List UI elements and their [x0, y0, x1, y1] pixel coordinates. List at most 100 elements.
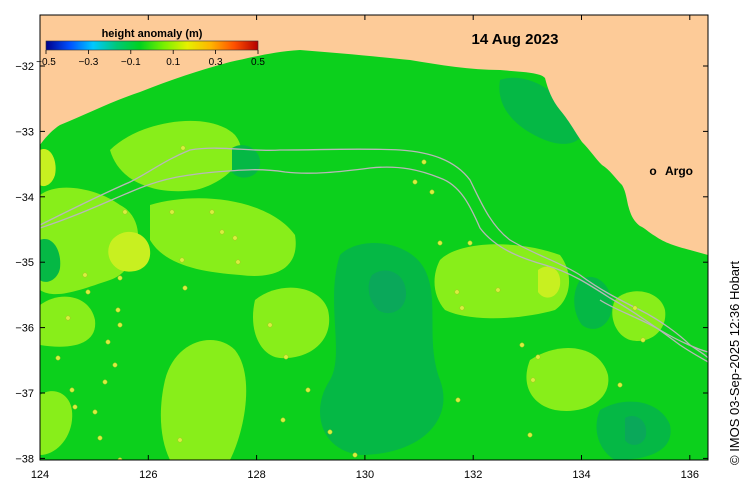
colorbar-bar: [45, 40, 259, 51]
argo-marker: o: [649, 164, 656, 178]
anomaly-patch: [625, 415, 647, 445]
argo-float-dot: [92, 409, 98, 415]
argo-float-dot: [454, 289, 460, 295]
y-tick-label: −37: [15, 388, 34, 400]
x-tick-label: 126: [139, 469, 157, 481]
argo-float-dot: [632, 305, 638, 311]
x-tick-label: 132: [464, 469, 482, 481]
argo-float-dot: [305, 387, 311, 393]
argo-float-dot: [115, 307, 121, 313]
colorbar-label: −0.5: [36, 57, 56, 68]
argo-float-dot: [232, 235, 238, 241]
y-tick-label: −38: [15, 453, 34, 465]
argo-float-dot: [117, 322, 123, 328]
anomaly-patch: [40, 391, 73, 455]
colorbar-label: −0.3: [79, 57, 99, 68]
colorbar-labels: −0.5 −0.3 −0.1 0.1 0.3 0.5: [36, 50, 265, 68]
argo-float-dot: [209, 209, 215, 215]
argo-float-dot: [69, 387, 75, 393]
y-axis: −32 −33 −34 −35 −36 −37 −38: [15, 61, 708, 465]
anomaly-patch: [40, 239, 61, 282]
anomaly-patch: [320, 243, 444, 455]
anomaly-patch: [108, 231, 151, 272]
argo-float-dot: [219, 229, 225, 235]
x-tick-label: 134: [572, 469, 590, 481]
argo-float-dot: [535, 354, 541, 360]
argo-label: Argo: [665, 164, 693, 178]
x-tick-label: 124: [31, 469, 49, 481]
argo-float-dot: [122, 209, 128, 215]
argo-float-dot: [169, 209, 175, 215]
argo-float-dot: [527, 432, 533, 438]
y-tick-label: −36: [15, 323, 34, 335]
y-tick-label: −35: [15, 257, 34, 269]
argo-float-dot: [327, 429, 333, 435]
y-tick-label: −32: [15, 61, 34, 73]
argo-float-dot: [437, 240, 443, 246]
plot-area: [40, 15, 708, 467]
argo-float-dot: [280, 417, 286, 423]
argo-float-dot: [267, 322, 273, 328]
x-axis: 124 126 128 130 132 134 136: [31, 15, 699, 481]
argo-float-dot: [495, 287, 501, 293]
argo-float-dot: [519, 342, 525, 348]
argo-float-dot: [102, 379, 108, 385]
argo-float-dot: [182, 285, 188, 291]
colorbar-label: 0.3: [209, 57, 223, 68]
anomaly-patch: [368, 270, 407, 314]
argo-float-dot: [640, 337, 646, 343]
argo-float-dot: [65, 315, 71, 321]
argo-float-dot: [352, 452, 358, 458]
argo-float-dot: [235, 259, 241, 265]
anomaly-patch: [499, 77, 583, 144]
colorbar-label: 0.1: [166, 57, 180, 68]
anomaly-patch: [40, 296, 96, 347]
colorbar: height anomaly (m) −0.5 −0.3 −0.1 0.1 0.3 0.5: [36, 28, 265, 68]
argo-float-dot: [55, 355, 61, 361]
peak-anomaly-patches: [40, 149, 561, 298]
colorbar-label: −0.1: [121, 57, 141, 68]
argo-float-dot: [412, 179, 418, 185]
x-tick-label: 130: [356, 469, 374, 481]
y-tick-label: −34: [15, 192, 34, 204]
lowest-anomaly-patches: [368, 270, 647, 445]
argo-float-dot: [72, 404, 78, 410]
anomaly-patch: [538, 266, 561, 298]
credit-text: © IMOS 03-Sep-2025 12:36 Hobart: [727, 261, 742, 465]
x-tick-label: 128: [247, 469, 265, 481]
argo-float-dot: [117, 275, 123, 281]
map-date: 14 Aug 2023: [472, 31, 559, 48]
anomaly-patch: [252, 287, 330, 359]
anomaly-patch: [40, 149, 56, 187]
anomaly-patch: [160, 340, 247, 460]
argo-float-dot: [283, 354, 289, 360]
argo-float-dot: [177, 437, 183, 443]
track-line: [40, 147, 708, 359]
anomaly-patch: [40, 187, 139, 295]
argo-float-dot: [85, 289, 91, 295]
land-mass: [40, 15, 708, 255]
argo-float-dot: [112, 362, 118, 368]
argo-float-dot: [455, 397, 461, 403]
plot-frame: [39, 14, 709, 461]
colorbar-label: 0.5: [251, 57, 265, 68]
track-line: [40, 166, 708, 363]
argo-float-dot: [82, 272, 88, 278]
track-line: [599, 299, 708, 353]
colorbar-title: height anomaly (m): [102, 28, 203, 40]
y-tick-label: −33: [15, 126, 34, 138]
argo-legend: o Argo: [649, 164, 693, 178]
argo-float-dot: [467, 240, 473, 246]
argo-float-dot: [459, 305, 465, 311]
track-lines: [40, 147, 708, 363]
anomaly-patch: [150, 198, 296, 276]
x-tick-label: 136: [681, 469, 699, 481]
argo-float-dot: [180, 145, 186, 151]
argo-float-dot: [530, 377, 536, 383]
argo-float-dots: [55, 145, 646, 467]
argo-float-dot: [97, 435, 103, 441]
argo-float-dot: [553, 463, 557, 467]
argo-float-dot: [105, 339, 111, 345]
argo-float-dot: [617, 382, 623, 388]
